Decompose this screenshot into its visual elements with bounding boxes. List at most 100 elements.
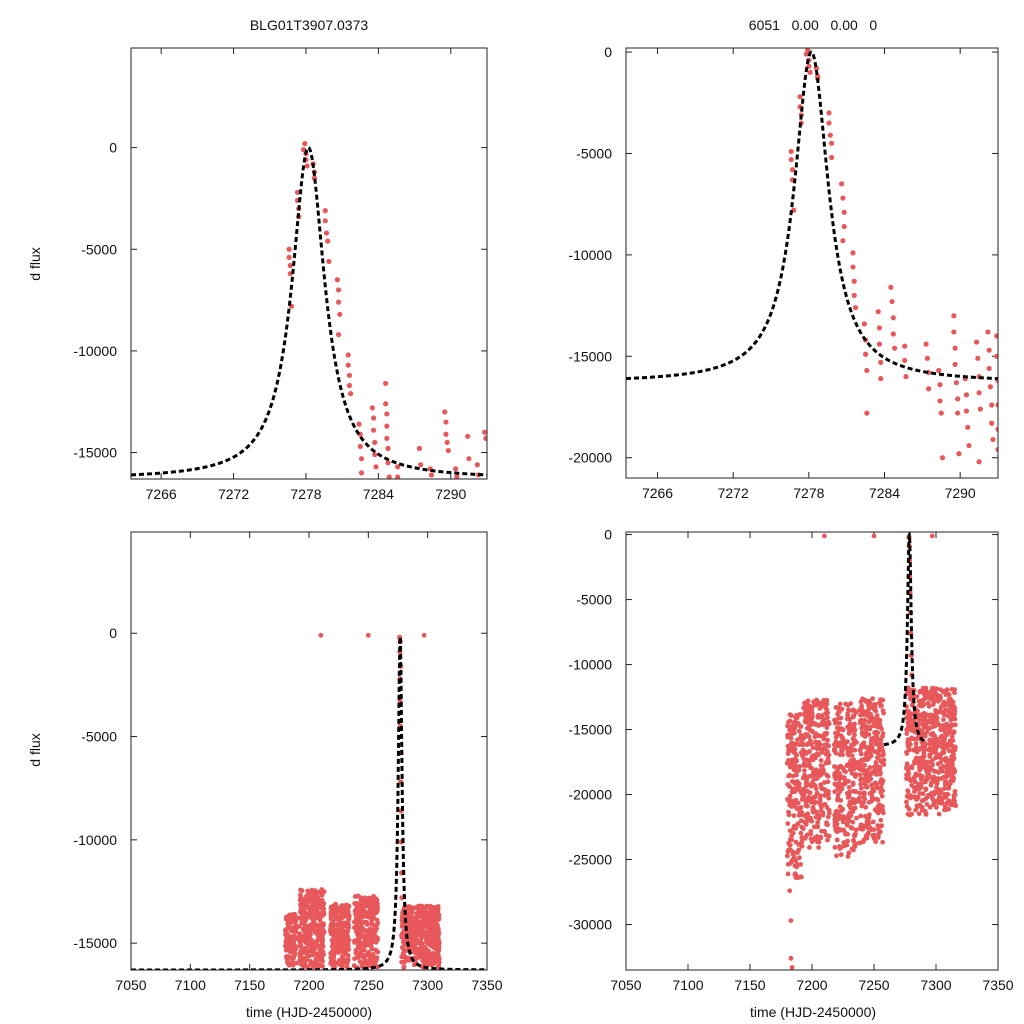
data-point [905, 789, 911, 794]
data-point [807, 845, 812, 850]
data-point [845, 778, 851, 784]
data-point [875, 309, 881, 315]
data-point [878, 376, 884, 382]
outlier-point [788, 955, 794, 961]
data-point [939, 799, 945, 804]
data-point [292, 919, 298, 925]
data-point [346, 372, 353, 378]
data-point [302, 910, 308, 916]
data-point [952, 687, 957, 693]
data-point [348, 391, 354, 397]
data-point [918, 784, 924, 790]
data-point [385, 460, 391, 466]
data-point [318, 945, 324, 951]
data-point [857, 790, 863, 796]
data-point [834, 837, 840, 843]
data-point [941, 688, 947, 694]
data-point [424, 903, 430, 909]
data-point [335, 287, 342, 293]
data-point [913, 745, 919, 751]
data-point [414, 925, 420, 931]
data-point [315, 951, 321, 956]
data-point [333, 904, 339, 910]
data-point [418, 951, 424, 957]
data-point [874, 713, 880, 718]
data-point [841, 840, 847, 845]
data-point [846, 850, 852, 856]
data-point [880, 731, 886, 736]
data-point [807, 790, 813, 796]
data-point [356, 914, 362, 920]
data-point [410, 944, 415, 950]
data-point [994, 353, 998, 359]
data-point [373, 904, 379, 910]
data-point [835, 731, 841, 737]
data-point [944, 770, 950, 776]
data-point [859, 803, 865, 809]
data-point [871, 764, 877, 770]
data-point [345, 362, 351, 368]
data-point [790, 760, 796, 765]
data-point [919, 745, 925, 751]
data-point [370, 922, 376, 928]
data-point [816, 722, 822, 728]
data-point [832, 771, 838, 777]
x-tick-label: 7278 [290, 486, 321, 502]
data-point [359, 948, 364, 953]
data-point [417, 932, 423, 938]
data-point [867, 704, 873, 710]
data-point [370, 415, 377, 421]
data-point [857, 840, 863, 846]
data-point [372, 452, 378, 458]
data-point [933, 746, 939, 752]
data-point [844, 822, 850, 828]
data-point [853, 831, 858, 837]
data-point [797, 764, 803, 769]
data-point [294, 960, 300, 966]
data-point [876, 700, 882, 706]
data-point [818, 782, 824, 787]
data-point [916, 715, 922, 721]
data-point [867, 748, 873, 754]
x-tick-label: 7300 [412, 977, 443, 993]
data-point [288, 928, 294, 934]
data-point [412, 934, 418, 940]
data-point [889, 298, 895, 305]
data-point [431, 916, 437, 922]
data-point [819, 703, 825, 709]
x-tick-label: 7266 [146, 486, 177, 502]
data-point [933, 708, 938, 713]
data-point [790, 788, 796, 794]
data-point [424, 939, 429, 945]
y-tick-label: -25000 [568, 852, 612, 868]
data-point [368, 897, 374, 902]
data-point [833, 776, 839, 782]
data-point [353, 950, 359, 956]
data-point [853, 842, 858, 847]
data-point [313, 893, 319, 899]
data-point [815, 752, 821, 758]
data-point [936, 794, 942, 800]
data-point [937, 398, 943, 404]
data-point [294, 189, 301, 195]
data-point [804, 803, 809, 809]
data-point [880, 759, 886, 764]
data-point [845, 838, 850, 844]
data-point [927, 804, 933, 810]
data-point [848, 805, 853, 811]
data-point [816, 813, 822, 818]
data-point [297, 957, 303, 963]
data-point [950, 699, 956, 705]
data-point [924, 794, 930, 800]
data-point [920, 698, 926, 703]
data-point [858, 712, 863, 718]
data-point [871, 827, 877, 833]
chart-title-right: 6051 0.00 0.00 0 [749, 17, 878, 33]
data-point [351, 919, 357, 925]
data-point [828, 154, 835, 161]
data-point [938, 704, 944, 710]
data-point [384, 423, 390, 429]
x-tick-label: 7272 [218, 486, 249, 502]
data-point [809, 704, 815, 710]
data-point [826, 110, 832, 116]
